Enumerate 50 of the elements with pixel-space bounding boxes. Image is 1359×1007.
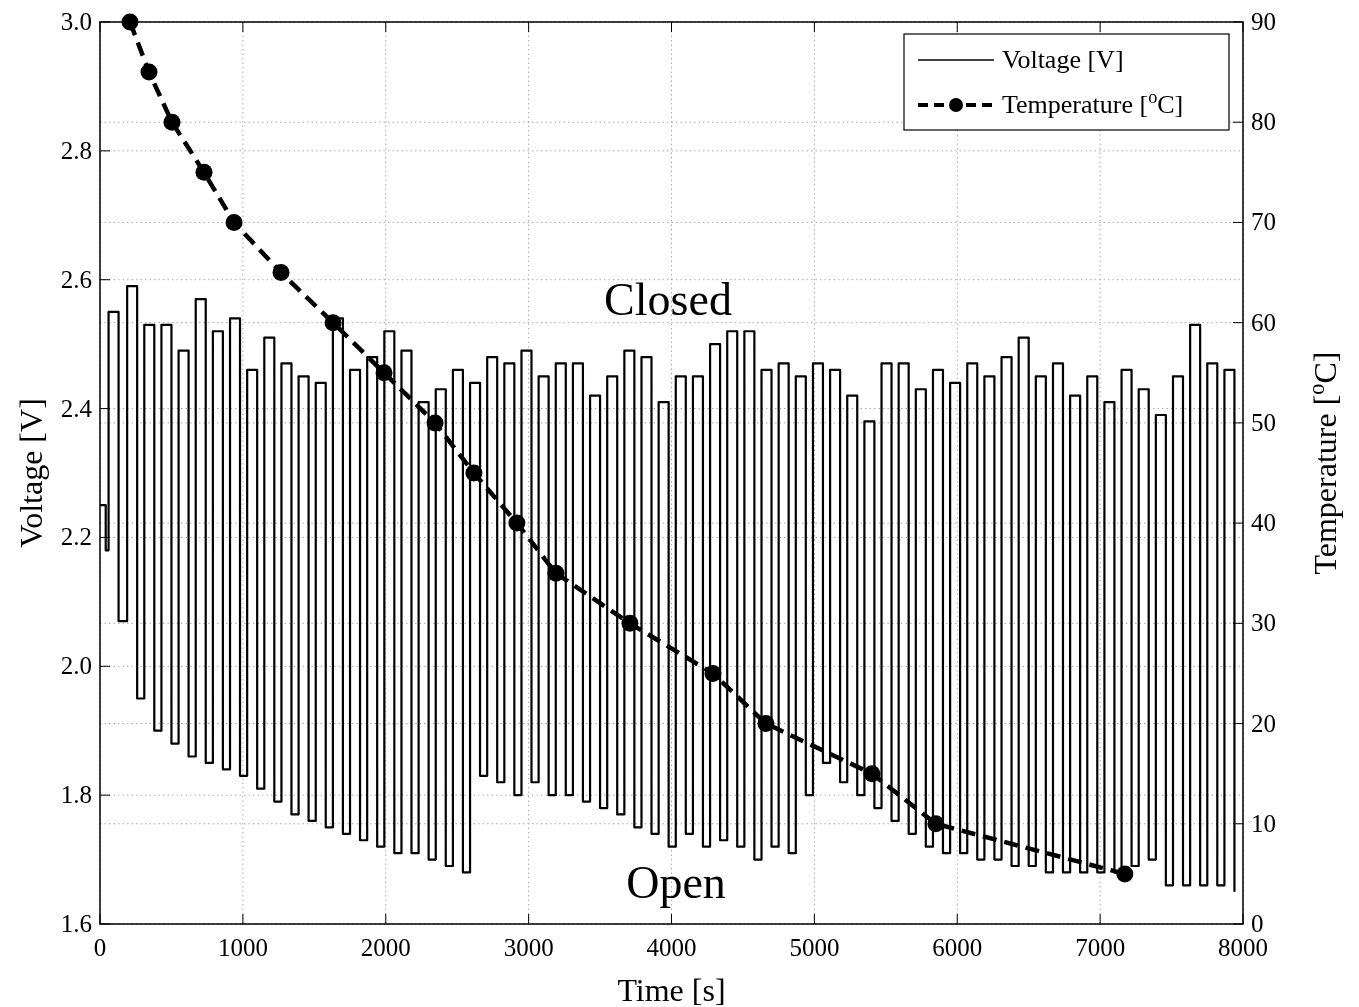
point (140, 63, 158, 81)
y2-tick-label: 40 (1251, 509, 1276, 537)
x-tick-label: 4000 (646, 934, 697, 961)
x-tick-label: 0 (93, 934, 107, 961)
y2-tick-label: 10 (1251, 809, 1276, 837)
x-tick-label: 6000 (932, 934, 983, 961)
point (621, 614, 639, 632)
y-tick-label: 2.4 (60, 394, 93, 422)
y-tick-label: 2.8 (60, 136, 92, 164)
y-tick-label: 2.6 (60, 265, 92, 293)
y-tick-label: 1.6 (60, 910, 92, 937)
point (163, 113, 181, 131)
point (324, 314, 342, 332)
y-tick-label: 2.2 (60, 523, 92, 551)
x-tick-label: 5000 (789, 934, 840, 961)
x-tick-label: 3000 (503, 934, 554, 961)
point (375, 364, 393, 382)
point (465, 464, 483, 482)
point (547, 564, 565, 582)
y2-tick-label: 50 (1251, 408, 1276, 436)
point (927, 815, 945, 833)
y2-tick-label: 60 (1251, 308, 1276, 336)
point (757, 715, 775, 733)
x-tick-label: 7000 (1075, 934, 1126, 961)
y2-tick-label: 30 (1251, 609, 1276, 637)
legend-label: Temperature [$^{o}$C] (1002, 87, 1184, 119)
y2-tick-label: 20 (1251, 709, 1276, 737)
legend-label: Voltage [V] (1002, 45, 1124, 74)
point (863, 765, 881, 783)
y2-tick-label: 0 (1251, 910, 1264, 937)
y-tick-label: 1.8 (60, 781, 92, 809)
point (225, 213, 243, 231)
y-tick-label: 3.0 (60, 8, 92, 35)
annotation: Open (626, 857, 726, 908)
point (1116, 865, 1134, 883)
x-tick-label: 1000 (217, 934, 268, 961)
point (195, 163, 213, 181)
point (508, 514, 526, 532)
y2-tick-label: 90 (1251, 8, 1276, 35)
x-tick-label: 2000 (360, 934, 411, 961)
y2-tick-label: 70 (1251, 208, 1276, 236)
annotation: Closed (604, 274, 732, 325)
point (426, 414, 444, 432)
y2-tick-label: 80 (1251, 108, 1276, 136)
point (704, 664, 722, 682)
point (272, 264, 290, 282)
y-tick-label: 2.0 (60, 652, 92, 680)
y-axis-title: Voltage [V] (13, 398, 49, 548)
x-tick-label: 8000 (1218, 934, 1268, 961)
x-axis-title: Time [s] (617, 972, 726, 1007)
